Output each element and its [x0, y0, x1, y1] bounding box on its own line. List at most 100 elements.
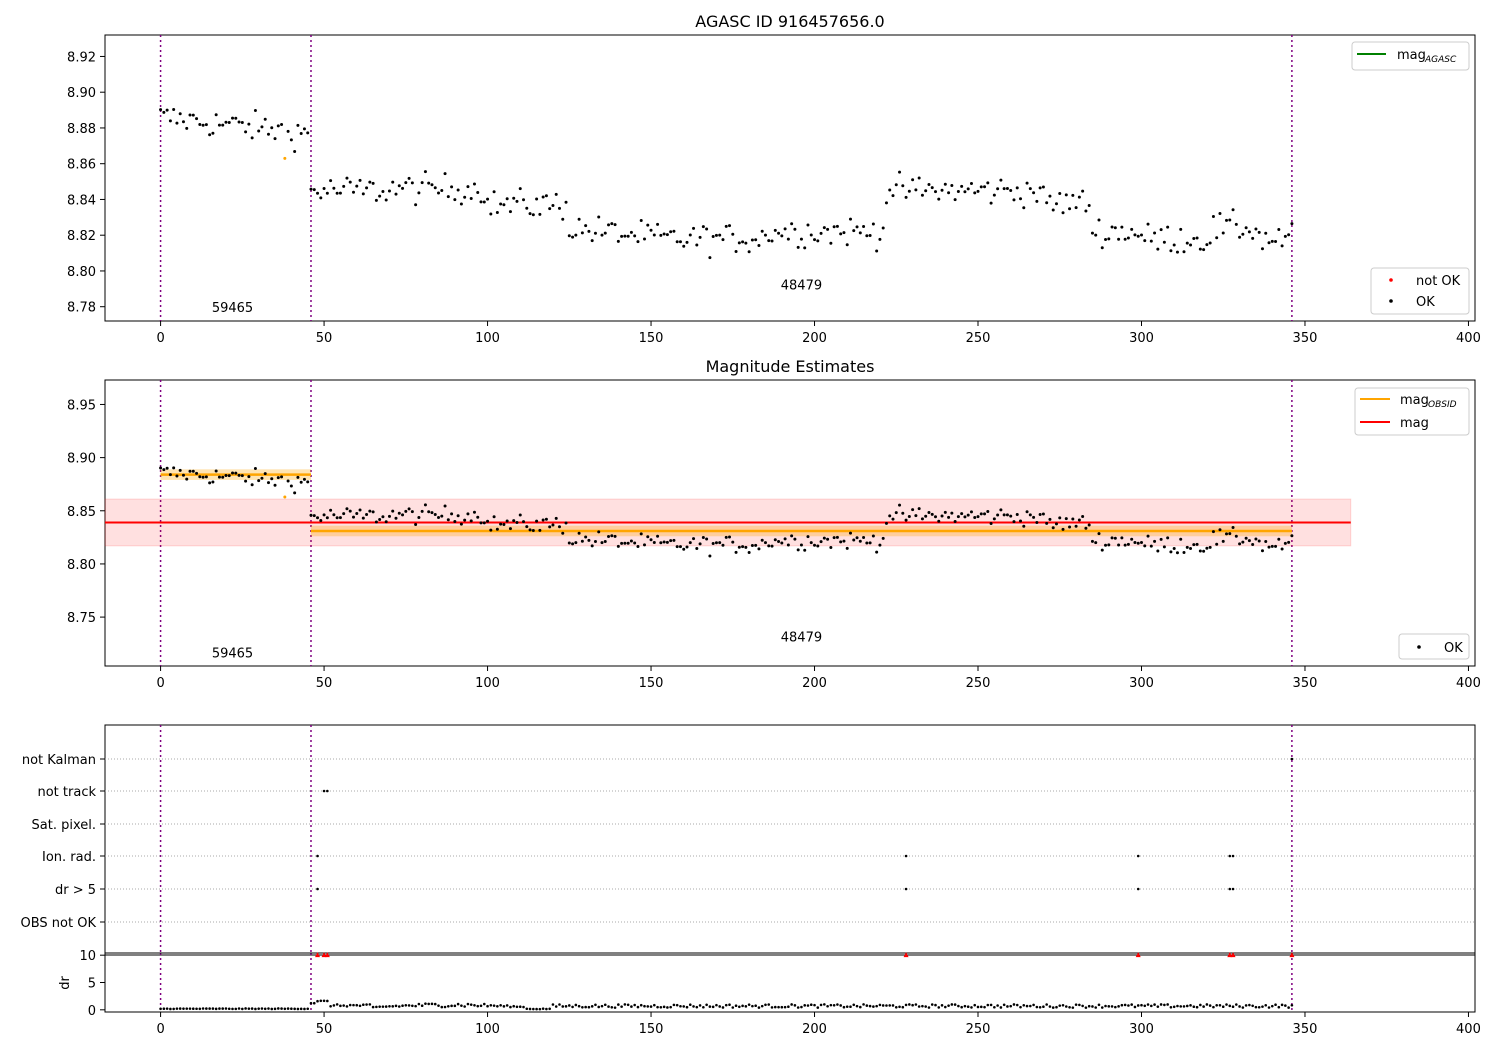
ok-point: [656, 222, 660, 226]
dr-point: [944, 1005, 947, 1009]
dr-point: [505, 1004, 509, 1007]
dr-point: [1225, 1003, 1228, 1006]
dr-point: [653, 1003, 656, 1007]
dr-point: [558, 1003, 561, 1006]
ok-point: [234, 116, 238, 120]
ok-point: [518, 187, 522, 191]
ok-point: [999, 508, 1003, 512]
ok-point: [544, 194, 548, 198]
dr-point: [1290, 1003, 1294, 1007]
flag-point: [1290, 757, 1294, 761]
ok-point: [1126, 236, 1130, 240]
dr-point: [195, 1007, 198, 1011]
ok-point: [747, 551, 751, 555]
dr-point: [175, 1007, 179, 1010]
ok-point: [1202, 549, 1206, 553]
ok-point: [159, 108, 163, 112]
ok-point: [456, 188, 460, 192]
legend-box: [1370, 267, 1470, 315]
ok-point: [437, 191, 441, 195]
ok-point: [1277, 228, 1281, 232]
ok-point: [708, 554, 712, 558]
ok-point: [253, 109, 257, 113]
ok-point: [780, 541, 784, 545]
ok-point: [191, 469, 195, 473]
dr-point: [715, 1003, 718, 1007]
ok-point: [427, 181, 431, 185]
ok-point: [217, 123, 221, 127]
ok-point: [678, 240, 682, 244]
ok-point: [1162, 240, 1166, 244]
ok-point: [1019, 519, 1023, 523]
dr-point: [979, 1005, 983, 1009]
dr-point: [433, 1002, 437, 1006]
ok-point: [1107, 543, 1111, 547]
ok-point: [705, 227, 709, 231]
ok-point: [541, 518, 545, 522]
dr-point: [263, 1007, 267, 1011]
dr-point: [1261, 1005, 1264, 1008]
ok-point: [1051, 208, 1055, 212]
x-tick-label: 350: [1293, 676, 1318, 691]
dr-point: [391, 1005, 395, 1008]
dr-point: [816, 1006, 820, 1009]
dr-point: [561, 1005, 565, 1008]
ok-point: [178, 112, 182, 116]
dr-point: [1235, 1003, 1238, 1006]
dr-point: [845, 1005, 849, 1008]
dr-point: [401, 1004, 404, 1008]
dr-point: [1202, 1005, 1205, 1008]
dr-point: [849, 1005, 852, 1008]
ok-point: [345, 176, 349, 180]
dr-point: [1199, 1003, 1202, 1007]
ok-point: [698, 542, 702, 546]
ok-point: [816, 239, 820, 243]
dr-point: [456, 1002, 460, 1006]
dr-point: [378, 1005, 381, 1008]
ok-point: [937, 197, 941, 201]
dr-point: [224, 1007, 228, 1010]
ok-point: [1113, 226, 1117, 230]
dr-panel: 0 50 100 150 200 250 300 350 400 0 5 10 dr: [58, 949, 1481, 1037]
ok-point: [1264, 231, 1268, 235]
ok-point: [636, 544, 640, 548]
ok-point: [590, 239, 594, 243]
dr-point: [329, 1004, 332, 1008]
legend-marker: [1417, 645, 1421, 649]
y-tick-label: 8.82: [67, 229, 96, 244]
ok-point: [450, 185, 454, 189]
ok-point: [793, 537, 797, 541]
ok-point: [1247, 230, 1251, 234]
ok-point: [1231, 526, 1235, 530]
ok-point: [198, 475, 202, 479]
dr-point: [1264, 1003, 1268, 1007]
ok-point: [868, 234, 872, 238]
ok-point: [443, 172, 447, 176]
ok-point: [351, 515, 355, 519]
ok-point: [472, 510, 476, 514]
ok-point: [289, 138, 293, 142]
ok-point: [440, 514, 444, 518]
ok-point: [1267, 241, 1271, 245]
dr-point: [322, 999, 326, 1003]
dr-point: [250, 1007, 254, 1010]
ok-point: [593, 539, 597, 543]
ok-point: [1071, 517, 1075, 521]
ok-point: [780, 234, 784, 238]
ok-point: [394, 516, 398, 520]
dr-point: [545, 1007, 548, 1011]
ok-point: [943, 182, 947, 186]
dr-point: [813, 1003, 816, 1007]
ok-point: [195, 117, 199, 121]
dr-point: [1146, 1003, 1150, 1006]
ok-point: [665, 233, 669, 237]
ok-point: [1107, 237, 1111, 241]
dr-point: [796, 1006, 800, 1009]
ok-point: [528, 528, 532, 532]
dr-point: [489, 1003, 493, 1007]
ok-point: [1045, 201, 1049, 205]
dr-point: [754, 1004, 757, 1007]
ok-point: [522, 520, 526, 524]
dr-point: [358, 1004, 362, 1008]
ok-point: [1202, 248, 1206, 252]
